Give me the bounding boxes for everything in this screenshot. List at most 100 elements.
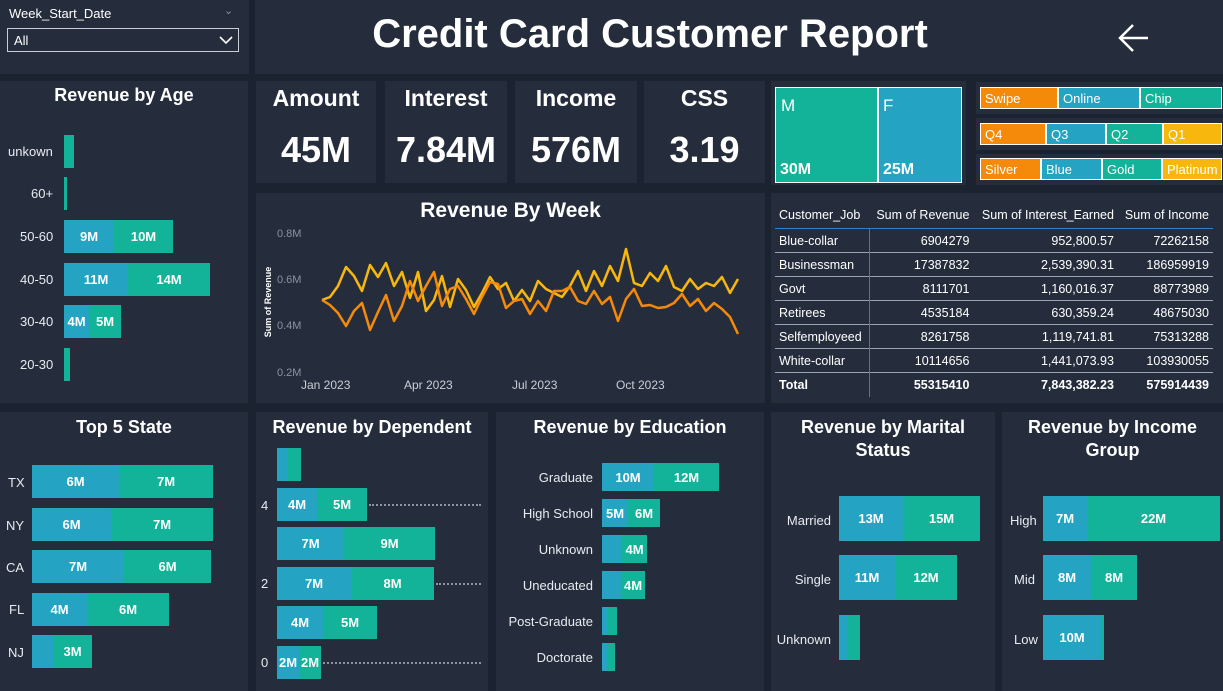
bar-value: 2M [277, 646, 299, 679]
column-header[interactable]: Sum of Revenue [869, 201, 974, 229]
bar-value: 7M [277, 567, 351, 600]
kpi-value: 45M [280, 129, 352, 170]
education-bar[interactable]: 10M 12M [602, 463, 719, 491]
tile-gold[interactable]: Gold [1102, 158, 1162, 180]
tile-q3[interactable]: Q3 [1046, 123, 1106, 145]
dependent-bar[interactable]: 7M 8M [277, 567, 434, 600]
bar-value: 8M [351, 567, 434, 600]
chart-title-line2: Status [855, 440, 911, 460]
age-bar-unknown[interactable] [64, 135, 74, 168]
tile-silver[interactable]: Silver [980, 158, 1041, 180]
dependent-bar[interactable]: 7M 9M [277, 527, 435, 560]
income-group-bar[interactable]: 10M [1043, 615, 1104, 660]
table-row[interactable]: Businessman 17387832 2,539,390.31 186959… [775, 252, 1213, 277]
week-start-date-dropdown[interactable]: All [7, 28, 239, 52]
treemap-tile-male[interactable]: M 30M [775, 87, 878, 183]
column-header[interactable]: Customer_Job [775, 201, 870, 229]
dependent-bar[interactable] [277, 448, 301, 481]
table-row[interactable]: White-collar 10114656 1,441,073.93 10393… [775, 348, 1213, 373]
age-label-50-60: 50-60 [20, 229, 54, 244]
axis-tick: 0 [261, 655, 269, 670]
bar-value: 5M [323, 606, 377, 639]
bar-value: 10M [602, 463, 654, 491]
table-cell: 8261758 [869, 324, 974, 349]
column-header[interactable]: Sum of Interest_Earned [973, 201, 1118, 229]
revenue-week-lines[interactable] [256, 193, 765, 403]
kpi-title: Interest [404, 85, 488, 111]
chart-title-line2: Group [1085, 440, 1140, 460]
revenue-by-dependent-chart: Revenue by Dependent 4 2 0 4M 5M 7M 9M 7… [256, 412, 488, 691]
table-cell: 6904279 [920, 233, 970, 248]
tile-value: 25M [883, 161, 915, 178]
treemap-tile-female[interactable]: F 25M [878, 87, 962, 183]
marital-bar[interactable] [839, 615, 860, 660]
age-bar-60plus[interactable] [64, 177, 67, 210]
education-bar[interactable] [602, 607, 617, 635]
marital-bar[interactable]: 13M 15M [839, 496, 980, 541]
education-bar[interactable]: 4M [602, 571, 645, 599]
dropdown-value: All [14, 33, 29, 48]
state-bar-tx[interactable]: 6M 7M [32, 465, 213, 498]
state-bar-nj[interactable]: 3M [32, 635, 92, 668]
table-row[interactable]: Selfemployeed 8261758 1,119,741.81 75313… [775, 324, 1213, 349]
age-bar-40-50[interactable]: 11M 14M [64, 263, 210, 296]
bar-value: 7M [111, 508, 213, 541]
state-label: FL [9, 602, 25, 617]
dependent-bar[interactable]: 2M 2M [277, 646, 321, 679]
arrow-left-icon[interactable] [1117, 23, 1151, 53]
age-bar-20-30[interactable] [64, 348, 70, 381]
income-group-bar[interactable]: 7M 22M [1043, 496, 1220, 541]
tile-platinum[interactable]: Platinum [1162, 158, 1222, 180]
dependent-bar[interactable]: 4M 5M [277, 606, 377, 639]
column-header[interactable]: Sum of Income [1117, 201, 1213, 229]
age-bar-30-40[interactable]: 4M 5M [64, 305, 121, 338]
tile-chip[interactable]: Chip [1140, 87, 1222, 109]
age-label-20-30: 20-30 [20, 357, 54, 372]
table-row[interactable]: Retirees 4535184 630,359.24 48675030 [775, 300, 1213, 325]
state-bar-ny[interactable]: 6M 7M [32, 508, 213, 541]
x-tick: Apr 2023 [404, 378, 453, 392]
quarter-slicer: Q4 Q3 Q2 Q1 [976, 118, 1223, 150]
income-group-bar[interactable]: 8M 8M [1043, 555, 1137, 600]
tile-q2[interactable]: Q2 [1106, 123, 1163, 145]
bar-value: 6M [87, 593, 169, 626]
chevron-down-icon [219, 36, 233, 45]
education-bar[interactable]: 4M [602, 535, 647, 563]
x-tick: Jan 2023 [301, 378, 351, 392]
income-group-label: Mid [1014, 572, 1035, 587]
education-bar[interactable] [602, 643, 615, 671]
marital-label: Unknown [776, 632, 831, 647]
reference-line [323, 662, 481, 664]
table-cell: 186959919 [1117, 252, 1213, 277]
table-header-row: Customer_Job Sum of Revenue Sum of Inter… [775, 201, 1213, 229]
bar-value: 10M [1043, 615, 1101, 660]
bar-value: 6M [628, 499, 660, 527]
table-cell: 72262158 [1153, 233, 1209, 248]
table-row[interactable]: Blue-collar 6904279 952,800.57 72262158 [775, 228, 1213, 253]
tile-q4[interactable]: Q4 [980, 123, 1046, 145]
revenue-by-age-chart: Revenue by Age unkown 60+ 50-60 9M 10M 4… [0, 81, 248, 403]
tile-q1[interactable]: Q1 [1163, 123, 1222, 145]
bar-value: 4M [32, 593, 87, 626]
tile-swipe[interactable]: Swipe [980, 87, 1058, 109]
income-group-label: Low [1014, 632, 1038, 647]
state-bar-fl[interactable]: 4M 6M [32, 593, 169, 626]
bar-value: 4M [64, 305, 89, 338]
tile-online[interactable]: Online [1058, 87, 1140, 109]
state-bar-ca[interactable]: 7M 6M [32, 550, 211, 583]
bar-value [32, 635, 53, 668]
tile-blue[interactable]: Blue [1041, 158, 1102, 180]
table-row[interactable]: Govt 8111701 1,160,016.37 88773989 [775, 276, 1213, 301]
filter-collapse-icon[interactable]: ⌄ [224, 5, 234, 17]
table-cell: 575914439 [1117, 372, 1213, 397]
dependent-bar[interactable]: 4M 5M [277, 488, 367, 521]
age-label-40-50: 40-50 [20, 272, 54, 287]
kpi-card-css: CSS 3.19 [644, 81, 765, 183]
education-bar[interactable]: 5M 6M [602, 499, 660, 527]
age-label-unknown: unkown [8, 144, 53, 159]
marital-bar[interactable]: 11M 12M [839, 555, 957, 600]
bar-value: 9M [64, 220, 114, 253]
revenue-by-week-chart: Revenue By Week Sum of Revenue 0.8M 0.6M… [256, 193, 765, 403]
chart-title: Revenue by Dependent [272, 417, 472, 437]
age-bar-50-60[interactable]: 9M 10M [64, 220, 173, 253]
